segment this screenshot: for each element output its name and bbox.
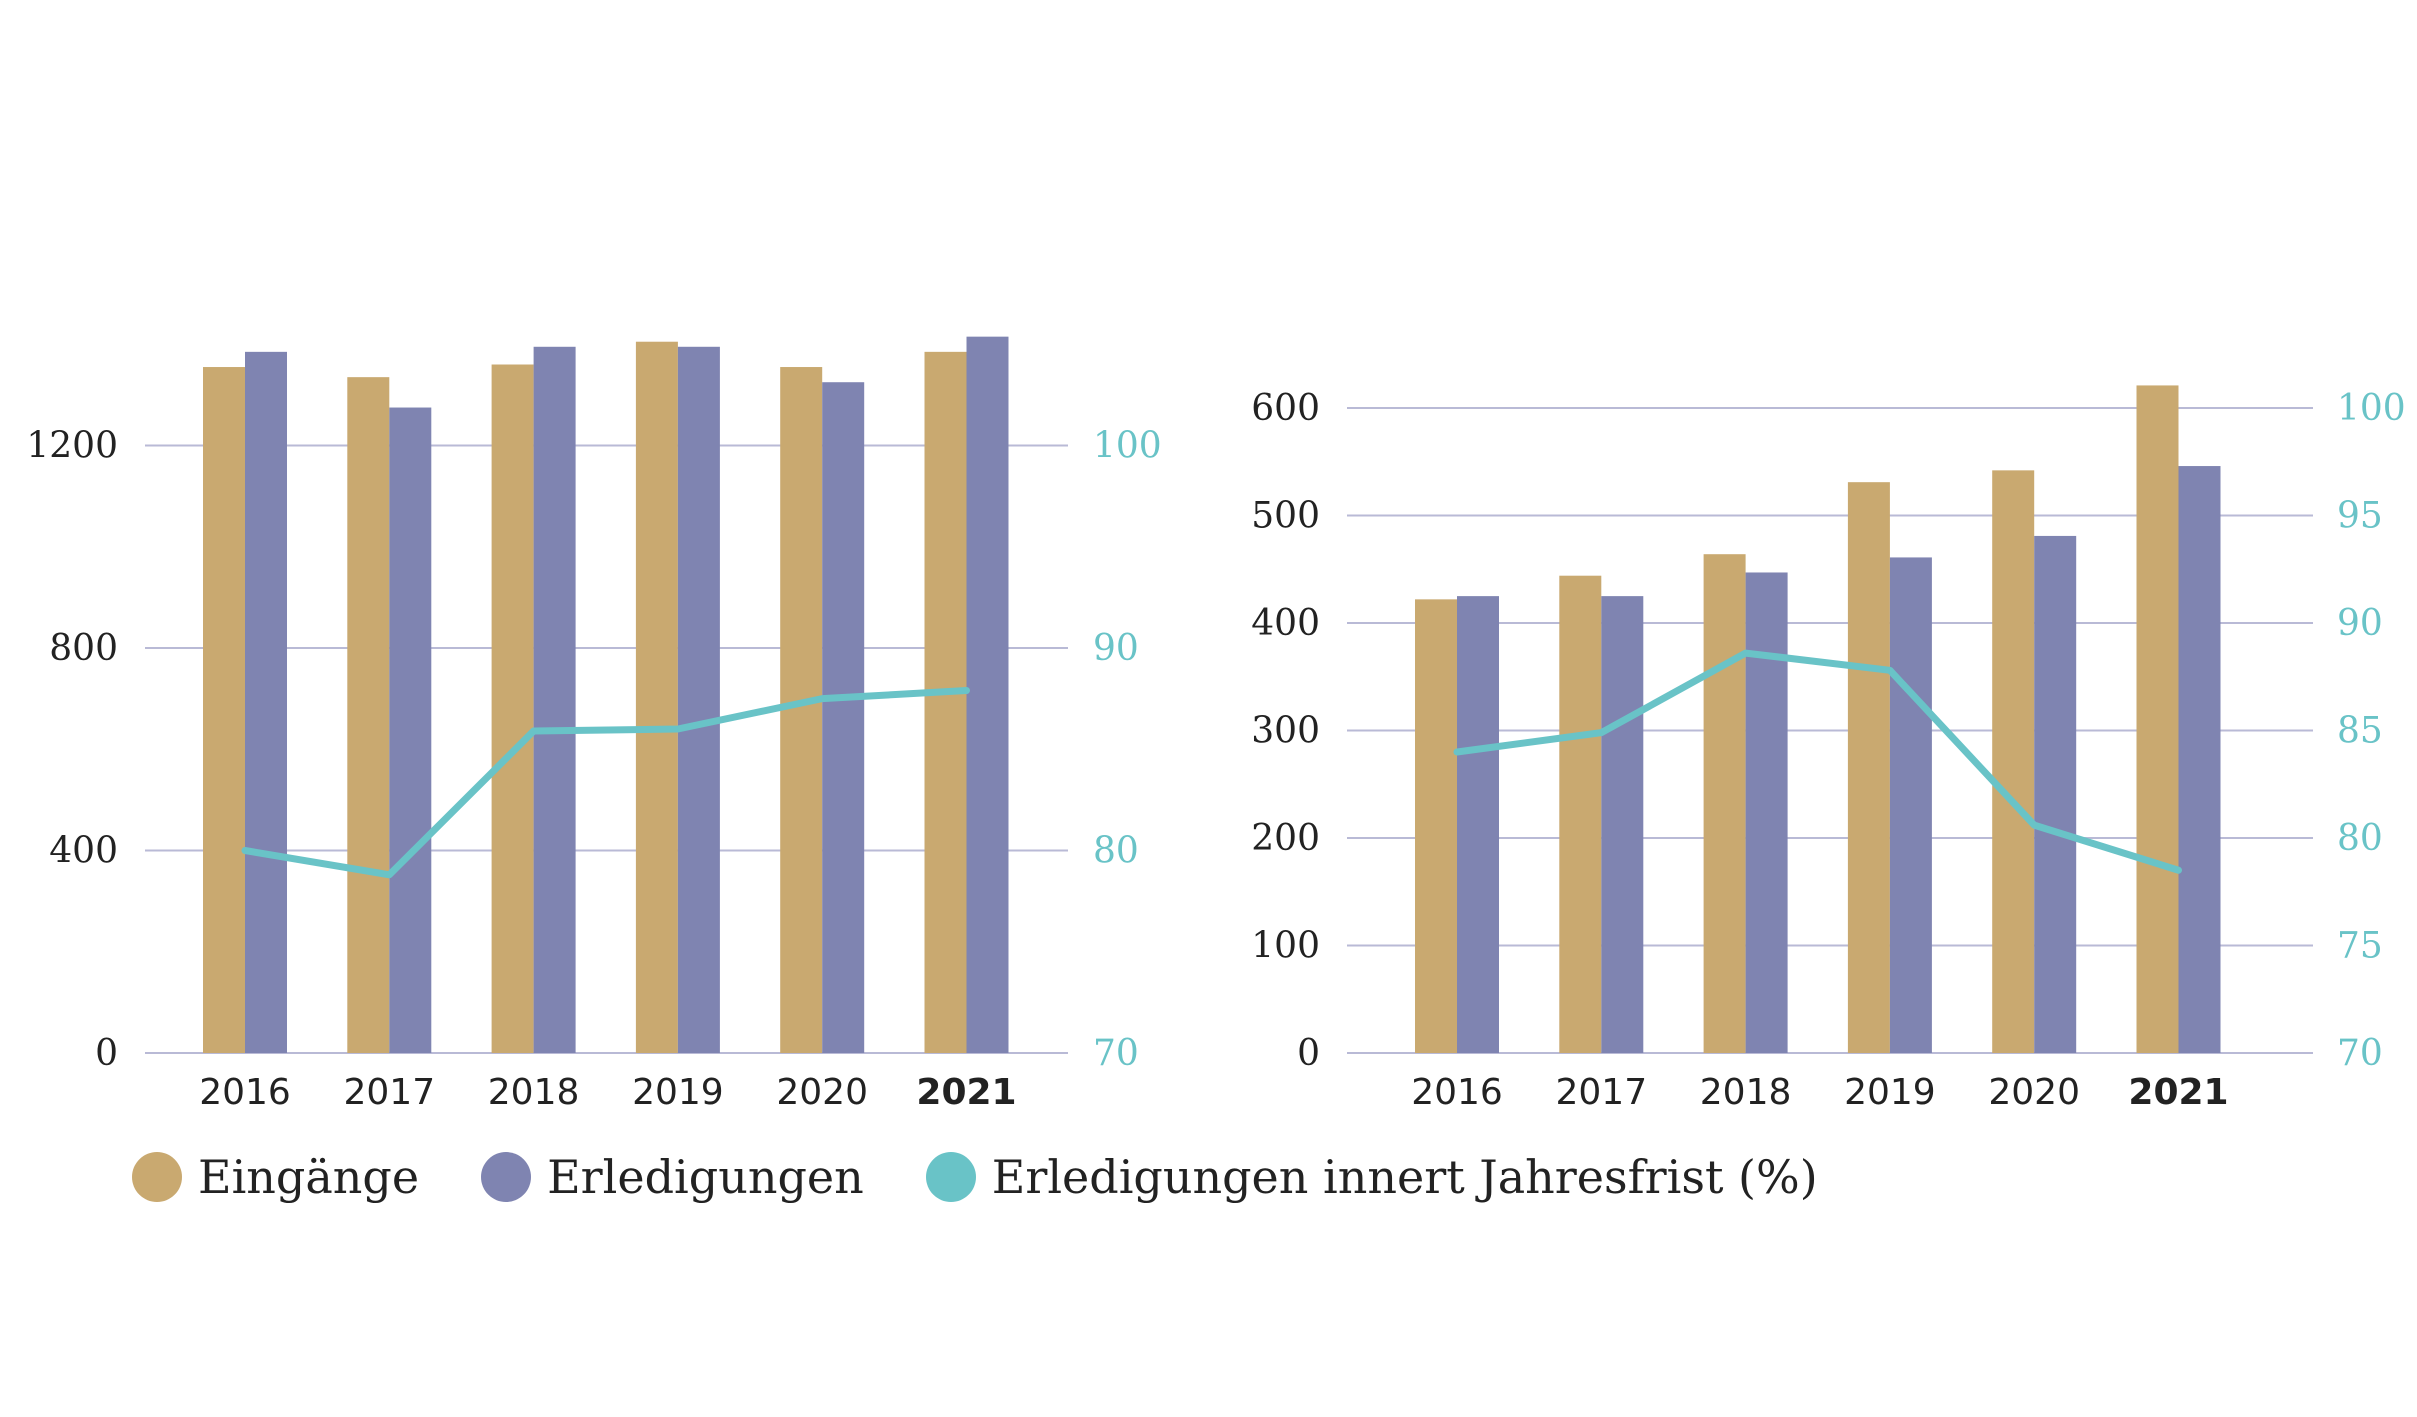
bar-erledigungen: [389, 407, 432, 1053]
bar-eingaenge: [924, 351, 967, 1053]
y2-tick-label: 85: [2337, 711, 2383, 752]
bar-eingaenge: [1703, 554, 1746, 1053]
y-tick-label: 0: [1297, 1033, 1320, 1074]
y-tick-label: 1200: [26, 426, 118, 467]
legend-item-frist: Erledigungen innert Jahresfrist (%): [925, 1150, 1818, 1204]
y-tick-label: 0: [95, 1033, 118, 1074]
y-tick-label: 500: [1251, 496, 1320, 537]
y2-tick-label: 70: [2337, 1033, 2383, 1074]
bar-erledigungen: [2034, 535, 2077, 1053]
y2-tick-label: 95: [2337, 496, 2383, 537]
bar-eingaenge: [1559, 575, 1602, 1053]
legend-label-frist: Erledigungen innert Jahresfrist (%): [991, 1150, 1818, 1204]
legend-label-eingaenge: Eingänge: [198, 1150, 420, 1204]
y-tick-label: 400: [49, 831, 118, 872]
bar-eingaenge: [780, 367, 823, 1053]
y-tick-label: 800: [49, 628, 118, 669]
chart-1: 0 400 800 1200 70 80 90 100 2016 2017 2018 2019 2020…: [26, 336, 1162, 1113]
bar-erledigungen: [245, 351, 287, 1053]
y-tick-label: 600: [1251, 388, 1320, 429]
y-tick-label: 100: [1251, 926, 1320, 967]
x-tick-label: 2018: [488, 1072, 580, 1113]
bar-erledigungen: [677, 346, 720, 1053]
y2-tick-label: 90: [2337, 603, 2383, 644]
y2-tick-label: 100: [1093, 426, 1162, 467]
legend-item-erledigungen: Erledigungen: [481, 1150, 864, 1204]
bar-erledigungen: [966, 336, 1009, 1053]
line-erledigungen-jahresfrist: [241, 687, 970, 879]
bar-erledigungen: [822, 382, 865, 1053]
x-tick-label: 2017: [343, 1072, 435, 1113]
legend-swatch-frist: [925, 1152, 976, 1202]
y2-tick-label: 70: [1093, 1033, 1139, 1074]
bar-erledigungen: [2178, 466, 2221, 1053]
x-tick-label: 2019: [632, 1072, 724, 1113]
y2-tick-label: 75: [2337, 926, 2383, 967]
bar-erledigungen: [1889, 557, 1932, 1053]
x-tick-label: 2021: [916, 1072, 1016, 1113]
bar-eingaenge: [1415, 599, 1457, 1053]
chart-2: 0 100 200 300 400 500 600 70 75 80 85 90 95 100 2016 20…: [1251, 385, 2406, 1113]
x-tick-label: 2018: [1700, 1072, 1792, 1113]
legend-item-eingaenge: Eingänge: [132, 1150, 419, 1204]
bar-erledigungen: [1601, 596, 1644, 1053]
line-erledigungen-jahresfrist: [1453, 649, 2182, 874]
bar-eingaenge: [491, 364, 534, 1053]
legend-swatch-erledigungen: [481, 1152, 532, 1202]
bar-erledigungen: [1745, 572, 1788, 1053]
y2-tick-label: 100: [2337, 388, 2406, 429]
bar-eingaenge: [1847, 482, 1890, 1053]
y2-tick-label: 90: [1093, 628, 1139, 669]
bar-erledigungen: [1457, 596, 1499, 1053]
y-tick-label: 200: [1251, 818, 1320, 859]
x-tick-label: 2016: [1411, 1072, 1503, 1113]
y2-tick-label: 80: [1093, 831, 1139, 872]
legend: Eingänge Erledigungen Erledigungen inner…: [132, 1150, 1880, 1204]
x-tick-label: 2017: [1555, 1072, 1647, 1113]
y-tick-label: 300: [1251, 711, 1320, 752]
bar-eingaenge: [635, 341, 678, 1053]
x-tick-label: 2019: [1844, 1072, 1936, 1113]
bar-eingaenge: [1992, 470, 2035, 1054]
bar-eingaenge: [2136, 385, 2179, 1053]
y-tick-label: 400: [1251, 603, 1320, 644]
bar-eingaenge: [347, 377, 390, 1053]
x-tick-label: 2016: [199, 1072, 291, 1113]
x-tick-label: 2021: [2128, 1072, 2228, 1113]
y2-tick-label: 80: [2337, 818, 2383, 859]
bar-erledigungen: [533, 346, 576, 1053]
legend-swatch-eingaenge: [132, 1152, 182, 1202]
bar-eingaenge: [203, 367, 245, 1053]
x-tick-label: 2020: [776, 1072, 868, 1113]
legend-label-erledigungen: Erledigungen: [547, 1150, 864, 1204]
x-tick-label: 2020: [1988, 1072, 2080, 1113]
